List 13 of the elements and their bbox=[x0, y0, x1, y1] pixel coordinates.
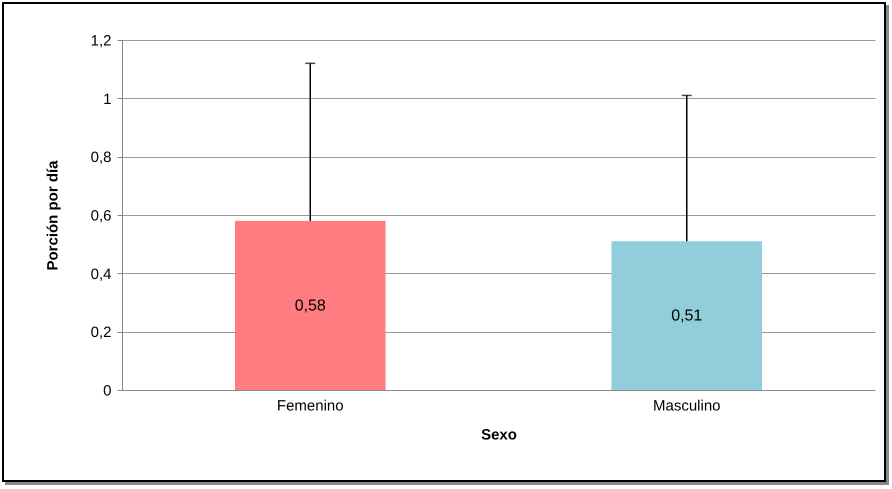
y-tick-label: 1,2 bbox=[90, 32, 112, 50]
y-tick-label: 0,6 bbox=[90, 208, 112, 224]
data-label: 0,58 bbox=[294, 297, 326, 314]
y-axis-title: Porción por día bbox=[44, 160, 62, 271]
y-tick-label: 0,2 bbox=[90, 324, 112, 342]
data-label: 0,51 bbox=[671, 308, 702, 325]
y-tick-label: 0,4 bbox=[90, 266, 112, 283]
y-tick-label: 0 bbox=[103, 382, 112, 400]
y-tick-label: 0,8 bbox=[90, 149, 112, 166]
x-tick-label: Femenino bbox=[276, 398, 344, 414]
x-tick-label: Masculino bbox=[652, 398, 721, 414]
y-tick-label: 1 bbox=[103, 90, 112, 108]
x-axis-title: Sexo bbox=[481, 426, 517, 444]
